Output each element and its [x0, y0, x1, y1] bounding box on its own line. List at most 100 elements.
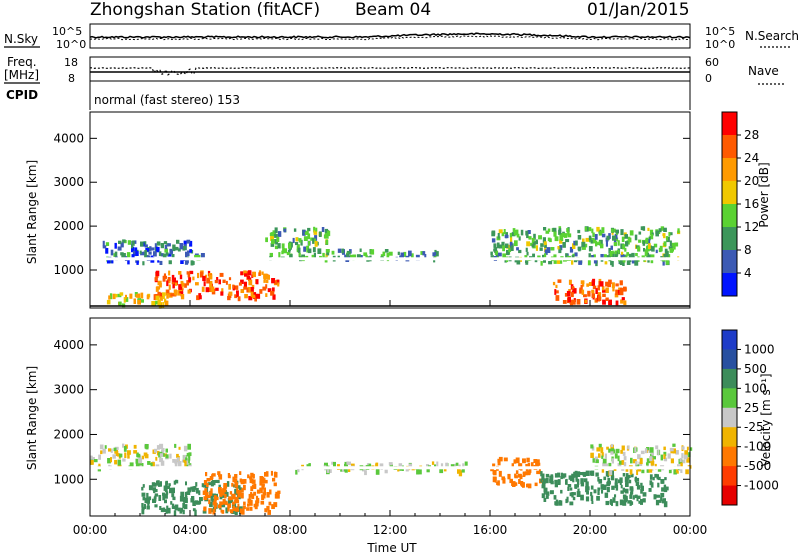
time-tick-label: 08:00: [273, 523, 308, 537]
heatmap-cell: [187, 271, 191, 278]
heatmap-cell: [239, 506, 243, 511]
heatmap-cell: [167, 277, 171, 282]
heatmap-cell: [325, 249, 330, 253]
heatmap-cell: [600, 484, 604, 490]
colorbar-segment: [722, 330, 737, 350]
heatmap-cell: [620, 229, 624, 236]
heatmap-cell: [251, 484, 255, 489]
heatmap-cell: [545, 477, 549, 484]
heatmap-cell: [614, 251, 618, 258]
heatmap-cell: [609, 470, 613, 475]
heatmap-cell: [236, 487, 239, 494]
heatmap-cell: [228, 283, 231, 290]
heatmap-cell: [222, 498, 226, 505]
heatmap-cell: [544, 249, 548, 255]
heatmap-cell: [403, 251, 407, 257]
heatmap-cell: [586, 490, 589, 495]
freq-panel: 18 8 Freq. [MHz] 60 0 Nave: [4, 55, 786, 85]
colorbar-frame: [721, 329, 738, 506]
heatmap-cell: [491, 238, 496, 243]
heatmap-cell: [171, 493, 175, 498]
heatmap-cell: [491, 231, 496, 237]
range-tick-label: 1000: [53, 472, 84, 486]
time-tick-label: 16:00: [473, 523, 508, 537]
colorbar-segment: [722, 135, 737, 159]
heatmap-cell: [636, 495, 639, 502]
heatmap-cell: [623, 254, 628, 258]
heatmap-cell: [497, 480, 500, 486]
heatmap-cell: [587, 227, 592, 232]
heatmap-cell: [253, 483, 257, 489]
heatmap-cell: [388, 462, 393, 466]
colorbar-label: 16: [744, 197, 759, 211]
heatmap-cell: [106, 299, 111, 305]
heatmap-cell: [629, 468, 633, 475]
heatmap-cell: [628, 253, 633, 258]
heatmap-cell: [159, 296, 163, 301]
heatmap-cell: [107, 458, 111, 464]
heatmap-cell: [90, 456, 93, 460]
heatmap-cell: [250, 486, 254, 492]
heatmap-cell: [250, 491, 253, 498]
heatmap-cell: [593, 254, 596, 261]
heatmap-cell: [189, 249, 193, 253]
heatmap-cell: [611, 261, 614, 267]
heatmap-cell: [179, 244, 184, 250]
heatmap-cell: [549, 475, 554, 481]
heatmap-cell: [653, 243, 658, 248]
heatmap-cell: [626, 260, 631, 265]
heatmap-cell: [237, 296, 241, 302]
heatmap-cell: [638, 239, 642, 243]
heatmap-cell: [653, 456, 656, 460]
heatmap-cell: [535, 245, 538, 251]
heatmap-cell: [260, 489, 263, 494]
heatmap-cell: [218, 487, 222, 491]
heatmap-cell: [256, 489, 261, 494]
heatmap-cell: [557, 473, 560, 478]
heatmap-cell: [601, 455, 604, 459]
heatmap-cell: [324, 462, 328, 467]
heatmap-cell: [159, 260, 163, 265]
heatmap-cell: [619, 460, 623, 465]
heatmap-cell: [246, 507, 250, 511]
heatmap-cell: [623, 489, 628, 493]
heatmap-cell: [141, 503, 144, 508]
heatmap-cell: [502, 253, 506, 260]
heatmap-cell: [384, 249, 389, 253]
nsearch-label: N.Search: [745, 29, 799, 43]
range-tick-label: 2000: [53, 427, 84, 441]
heatmap-cell: [239, 478, 243, 483]
heatmap-cell: [185, 491, 188, 498]
heatmap-cell: [580, 494, 584, 501]
time-tick-label: 20:00: [573, 523, 608, 537]
heatmap-cell: [117, 293, 122, 298]
heatmap-cell: [231, 482, 234, 487]
heatmap-cell: [652, 476, 655, 481]
heatmap-cell: [619, 280, 623, 286]
heatmap-cell: [615, 300, 619, 306]
colorbar-label: 12: [744, 220, 759, 234]
heatmap-cell: [127, 240, 132, 245]
power-colorbar-title: Power [dB]: [757, 162, 771, 227]
heatmap-cell: [648, 236, 651, 241]
freq-unit: [MHz]: [4, 68, 39, 82]
heatmap-cell: [178, 271, 182, 275]
heatmap-cell: [650, 254, 655, 260]
heatmap-cell: [661, 480, 664, 484]
heatmap-cell: [265, 284, 268, 289]
heatmap-cell: [634, 234, 638, 241]
heatmap-cell: [249, 479, 254, 484]
heatmap-cell: [157, 280, 162, 286]
heatmap-cell: [225, 507, 229, 514]
heatmap-cell: [313, 230, 318, 235]
heatmap-cell: [615, 448, 620, 454]
heatmap-cell: [558, 229, 562, 235]
heatmap-cell: [135, 294, 139, 298]
heatmap-cell: [660, 454, 663, 461]
heatmap-cell: [420, 251, 424, 255]
heatmap-cell: [595, 240, 598, 247]
heatmap-cell: [557, 279, 562, 283]
power-data: [90, 226, 690, 309]
heatmap-cell: [584, 243, 588, 248]
heatmap-cell: [651, 246, 655, 252]
